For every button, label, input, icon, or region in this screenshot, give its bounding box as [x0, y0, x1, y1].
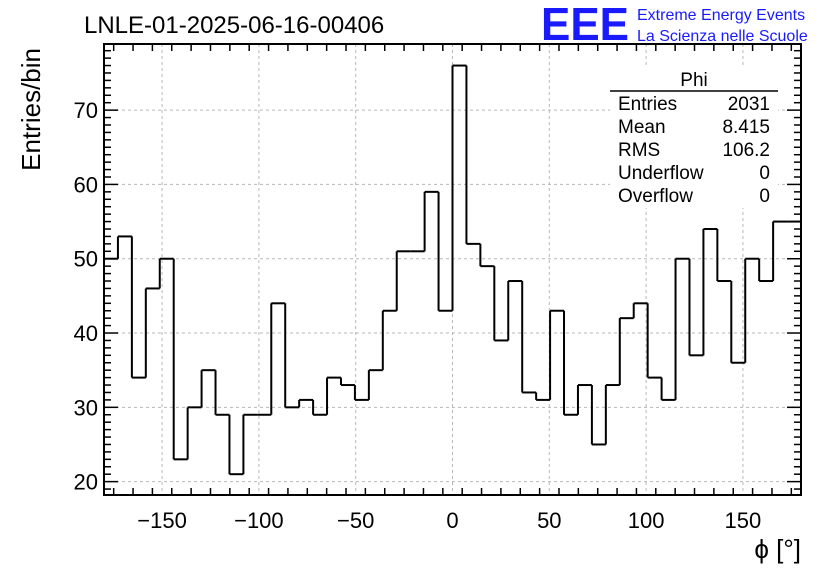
y-tick-label: 30	[74, 395, 98, 420]
y-axis-ticks: 20 30 40 50 60 70	[74, 49, 801, 495]
logo-line1: Extreme Energy Events	[637, 7, 805, 24]
stats-label: Mean	[618, 117, 666, 138]
x-tick-label: −150	[137, 508, 187, 533]
x-tick-label: 150	[725, 508, 762, 533]
stats-label: Underflow	[618, 163, 704, 184]
stats-value: 106.2	[722, 140, 770, 161]
x-axis-ticks: −150 −100 −50 0 50 100 150	[112, 44, 793, 533]
y-tick-label: 70	[74, 98, 98, 123]
logo-mark: EEE	[541, 0, 629, 50]
y-tick-label: 50	[74, 247, 98, 272]
plot-frame	[103, 43, 802, 496]
x-tick-label: −50	[337, 508, 374, 533]
y-axis-label: Entries/bin	[16, 48, 46, 171]
y-tick-label: 60	[74, 172, 98, 197]
x-tick-label: 100	[628, 508, 665, 533]
stats-value: 0	[759, 163, 770, 184]
stats-title: Phi	[680, 70, 707, 91]
stats-label: RMS	[618, 140, 660, 161]
x-tick-label: −100	[234, 508, 284, 533]
stats-label: Overflow	[618, 186, 693, 207]
logo-line2: La Scienza nelle Scuole	[637, 28, 808, 45]
stats-value: 0	[759, 186, 770, 207]
stats-box: Phi Entries 2031 Mean 8.415 RMS 106.2 Un…	[610, 68, 778, 208]
stats-value: 2031	[728, 94, 770, 115]
x-tick-label: 0	[446, 508, 458, 533]
chart-title: LNLE-01-2025-06-16-00406	[84, 12, 384, 39]
histogram-series	[104, 64, 801, 476]
stats-value: 8.415	[722, 117, 770, 138]
eee-logo: EEE Extreme Energy Events La Scienza nel…	[541, 0, 808, 50]
y-tick-label: 20	[74, 470, 98, 495]
stats-label: Entries	[618, 94, 677, 115]
x-axis-label: ϕ [°]	[754, 534, 801, 564]
y-tick-label: 40	[74, 321, 98, 346]
x-tick-label: 50	[537, 508, 561, 533]
